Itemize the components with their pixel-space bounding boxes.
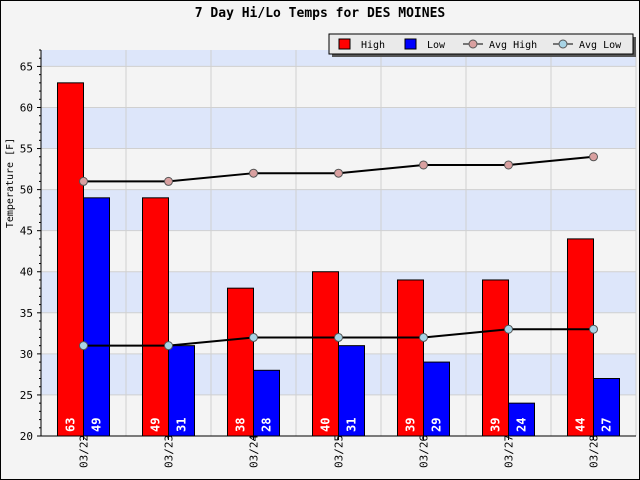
avg-high-point <box>334 168 343 178</box>
legend-label: High <box>361 40 385 51</box>
data-label-high: 49 <box>149 418 163 432</box>
avg-low-point <box>334 332 343 342</box>
grid-band <box>41 66 636 108</box>
avg-high-point <box>589 152 598 162</box>
data-label-high: 39 <box>489 418 503 432</box>
data-label-low: 49 <box>90 418 104 432</box>
bar-low <box>83 197 110 437</box>
x-tick-label: 03/28 <box>588 435 601 468</box>
grid-band <box>41 107 636 149</box>
x-tick-label: 03/22 <box>78 435 91 468</box>
legend-label: Avg Low <box>579 40 622 51</box>
bar-high <box>482 279 509 437</box>
data-label-high: 44 <box>574 418 588 432</box>
bar-high <box>312 271 339 437</box>
y-axis-label: Temperature [F] <box>5 138 16 228</box>
data-label-high: 39 <box>404 418 418 432</box>
x-tick-label: 03/25 <box>333 435 346 468</box>
data-label-high: 63 <box>64 418 78 432</box>
data-label-high: 38 <box>234 418 248 432</box>
x-tick-label: 03/26 <box>418 435 431 468</box>
avg-low-point <box>419 332 428 342</box>
data-label-low: 29 <box>430 418 444 432</box>
avg-low-point <box>504 324 513 334</box>
x-tick-label: 03/23 <box>163 435 176 468</box>
bar-low <box>508 402 535 437</box>
avg-high-point <box>79 176 88 186</box>
bar-high <box>567 238 594 437</box>
avg-high-point <box>164 176 173 186</box>
y-tick-label: 45 <box>20 225 33 238</box>
y-tick-label: 25 <box>20 389 33 402</box>
legend-marker <box>558 39 568 49</box>
bar-high <box>227 287 254 437</box>
chart-title: 7 Day Hi/Lo Temps for DES MOINES <box>194 6 446 21</box>
bar-low <box>338 345 365 437</box>
x-tick-label: 03/24 <box>248 435 261 468</box>
bar-high <box>397 279 424 437</box>
legend-label: Avg High <box>489 40 537 51</box>
y-tick-label: 20 <box>20 430 33 443</box>
data-label-low: 28 <box>260 418 274 432</box>
data-label-low: 24 <box>515 418 529 432</box>
legend-marker <box>468 39 478 49</box>
avg-low-point <box>79 341 88 351</box>
y-tick-label: 50 <box>20 184 33 197</box>
legend-label: Low <box>427 40 446 51</box>
bar-high <box>142 197 169 437</box>
y-tick-label: 60 <box>20 101 33 114</box>
bar-low <box>168 345 195 437</box>
data-label-low: 31 <box>345 418 359 432</box>
avg-high-point <box>249 168 258 178</box>
legend-swatch <box>338 38 351 50</box>
bar-low <box>593 378 620 437</box>
avg-low-point <box>249 332 258 342</box>
avg-low-point <box>589 324 598 334</box>
avg-high-point <box>504 160 513 170</box>
x-tick-label: 03/27 <box>503 435 516 468</box>
y-tick-label: 35 <box>20 307 33 320</box>
data-label-low: 27 <box>600 418 614 432</box>
bar-high <box>57 82 84 437</box>
bar-low <box>253 369 280 437</box>
data-label-low: 31 <box>175 418 189 432</box>
y-tick-label: 65 <box>20 60 33 73</box>
grid-band <box>41 189 636 231</box>
y-tick-label: 55 <box>20 143 33 156</box>
bar-low <box>423 361 450 437</box>
avg-low-point <box>164 341 173 351</box>
avg-high-point <box>419 160 428 170</box>
y-tick-label: 40 <box>20 266 33 279</box>
data-label-high: 40 <box>319 418 333 432</box>
legend-swatch <box>404 38 417 50</box>
y-tick-label: 30 <box>20 348 33 361</box>
grid-band <box>41 230 636 272</box>
